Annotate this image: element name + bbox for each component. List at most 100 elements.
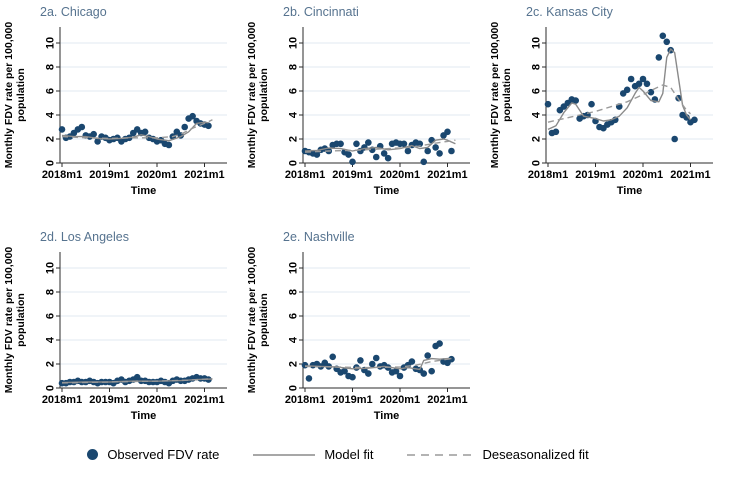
observed-data-point	[165, 141, 173, 149]
observed-data-point	[58, 126, 66, 133]
observed-data-point	[400, 140, 408, 148]
y-tick-label: 2	[531, 136, 543, 142]
observed-data-point	[349, 373, 356, 381]
model-fit-line	[304, 357, 452, 371]
x-tick-label: 2019m1	[332, 394, 372, 406]
y-tick-label: 0	[288, 160, 300, 166]
legend-label-deseasonalized-fit: Deseasonalized fit	[482, 447, 589, 462]
observed-data-point	[448, 147, 455, 155]
observed-data-point	[683, 114, 690, 121]
y-tick-label: 8	[531, 64, 543, 70]
observed-data-point	[189, 112, 196, 120]
observed-data-point	[313, 151, 321, 158]
y-tick-label: 6	[531, 88, 543, 94]
observed-data-point	[432, 144, 439, 151]
y-tick-label: 0	[288, 385, 300, 391]
y-tick-label: 10	[531, 37, 543, 49]
observed-data-point	[372, 153, 380, 161]
observed-data-point	[655, 54, 663, 61]
observed-data-point	[639, 75, 647, 83]
observed-data-point	[420, 370, 428, 377]
panel-chart: 0 2 4 6 8 10 2018m1 2019m1 2020m1 2021m1 Time Month…	[246, 230, 470, 422]
x-tick-label: 2020m1	[380, 394, 420, 406]
observed-data-point	[90, 130, 97, 138]
y-tick-label: 8	[288, 64, 300, 70]
observed-data-point	[141, 128, 149, 136]
y-tick-label: 0	[45, 385, 57, 391]
observed-data-point	[181, 123, 189, 131]
observed-data-point	[404, 147, 412, 155]
panel-chart: 0 2 4 6 8 10 2018m1 2019m1 2020m1 2021m1 Time Month…	[3, 230, 227, 422]
y-tick-label: 6	[288, 313, 300, 319]
observed-data-point	[436, 340, 443, 347]
y-tick-label: 6	[45, 88, 57, 94]
observed-data-point	[205, 122, 212, 130]
x-axis-label: Time	[131, 185, 156, 197]
x-axis-label: Time	[617, 185, 642, 197]
deseasonalized-fit-line	[304, 357, 452, 369]
x-tick-label: 2020m1	[380, 169, 420, 181]
panel-title: 2c. Kansas City	[526, 5, 614, 19]
observed-data-point	[428, 367, 435, 375]
panel-title: 2b. Cincinnati	[283, 5, 359, 19]
y-tick-label: 6	[45, 313, 57, 319]
observed-data-point	[436, 150, 443, 157]
y-tick-label: 2	[45, 136, 57, 142]
legend-item-deseasonalized-fit: Deseasonalized fit	[407, 447, 589, 462]
observed-data-point	[78, 123, 86, 131]
x-tick-label: 2018m1	[285, 169, 325, 181]
y-tick-label: 2	[288, 361, 300, 367]
solid-line-icon	[253, 453, 316, 456]
x-tick-label: 2019m1	[89, 394, 129, 406]
observed-data-point	[424, 147, 432, 155]
observed-data-point	[416, 140, 424, 148]
y-tick-label: 4	[45, 111, 57, 118]
y-axis-label: Monthly FDV rate per 100,000	[246, 247, 258, 394]
panel-title: 2e. Nashville	[283, 230, 355, 244]
legend-label-model-fit: Model fit	[324, 447, 374, 462]
x-tick-label: 2020m1	[623, 169, 663, 181]
observed-data-point	[424, 352, 432, 359]
x-tick-label: 2018m1	[42, 394, 82, 406]
y-axis-label: population	[15, 293, 27, 347]
deseasonalized-fit-line	[61, 377, 213, 384]
dashed-line-icon	[407, 453, 474, 456]
observed-data-point	[671, 135, 678, 143]
x-tick-label: 2018m1	[528, 169, 568, 181]
observed-data-point	[337, 140, 344, 148]
y-axis-label: Monthly FDV rate per 100,000	[246, 22, 258, 169]
panel-chart: 0 2 4 6 8 10 2018m1 2019m1 2020m1 2021m1 Time Month…	[246, 5, 470, 197]
y-axis-label: population	[15, 68, 27, 122]
observed-data-point	[627, 75, 635, 83]
x-tick-label: 2021m1	[184, 169, 224, 181]
x-tick-label: 2020m1	[137, 394, 177, 406]
y-axis-label: population	[258, 68, 270, 122]
panel-cincinnati: 0 2 4 6 8 10 2018m1 2019m1 2020m1 2021m1 Time Month…	[243, 0, 486, 212]
x-tick-label: 2020m1	[137, 169, 177, 181]
x-axis-label: Time	[131, 410, 156, 422]
legend-item-observed: Observed FDV rate	[87, 448, 219, 461]
y-tick-label: 4	[288, 336, 300, 343]
y-tick-label: 8	[288, 289, 300, 295]
y-tick-label: 10	[45, 262, 57, 274]
x-tick-label: 2021m1	[184, 394, 224, 406]
y-tick-label: 8	[45, 289, 57, 295]
x-tick-label: 2019m1	[575, 169, 615, 181]
y-axis-label: population	[501, 68, 513, 122]
observed-data-point	[572, 97, 580, 104]
x-tick-label: 2021m1	[427, 394, 467, 406]
legend-label-observed: Observed FDV rate	[107, 447, 220, 462]
x-tick-label: 2019m1	[89, 169, 129, 181]
y-tick-label: 4	[531, 111, 543, 118]
panel-nashville: 0 2 4 6 8 10 2018m1 2019m1 2020m1 2021m1 Time Month…	[243, 225, 486, 437]
observed-data-point	[372, 354, 380, 362]
y-axis-label: population	[258, 293, 270, 347]
y-axis-label: Monthly FDV rate per 100,000	[489, 22, 501, 169]
y-tick-label: 4	[288, 111, 300, 118]
observed-data-point	[353, 140, 360, 148]
x-axis-label: Time	[374, 410, 399, 422]
y-tick-label: 2	[288, 136, 300, 142]
observed-data-point	[349, 158, 356, 166]
observed-data-point	[305, 375, 313, 382]
